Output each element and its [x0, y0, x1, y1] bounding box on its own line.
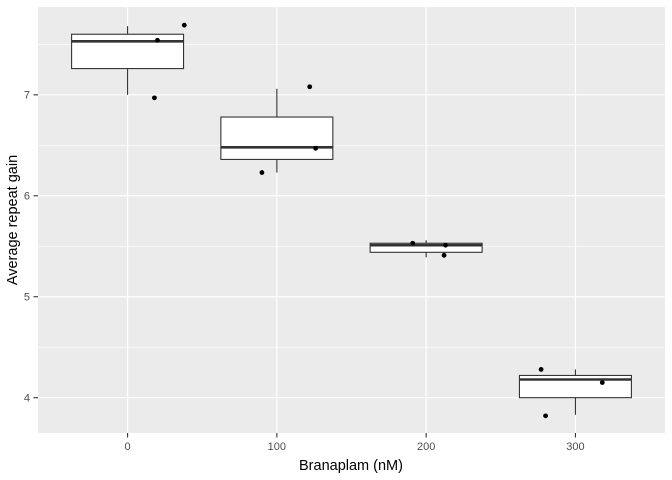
- data-point: [152, 95, 157, 101]
- data-point: [181, 22, 187, 28]
- y-tick-label: 4: [24, 392, 30, 404]
- data-point: [155, 37, 160, 43]
- x-tick-label: 100: [268, 441, 286, 453]
- box: [71, 33, 185, 70]
- data-point: [543, 413, 548, 419]
- y-axis-title: Average repeat gain: [5, 155, 21, 285]
- panel-background: [38, 7, 665, 433]
- y-tick-label: 7: [24, 90, 30, 102]
- box: [220, 116, 334, 160]
- axis-tick-labels: 0 100 200 300 4 5 6 7: [24, 90, 585, 453]
- x-axis-title: Branaplam (nM): [299, 458, 403, 474]
- jitter-points: [152, 22, 605, 419]
- gridlines: [38, 7, 665, 433]
- boxplots: [71, 26, 632, 415]
- axis-tick-marks: [33, 94, 576, 438]
- data-point: [259, 170, 265, 175]
- x-tick-label: 200: [417, 441, 435, 453]
- data-point: [443, 242, 448, 248]
- boxplot-group: [369, 240, 483, 258]
- data-point: [410, 240, 416, 246]
- data-point: [599, 380, 605, 385]
- x-tick-label: 0: [125, 441, 131, 453]
- boxplot-group: [220, 88, 334, 173]
- data-point: [538, 367, 544, 372]
- box: [369, 242, 483, 253]
- data-point: [307, 84, 313, 90]
- data-point: [441, 252, 447, 258]
- x-tick-label: 300: [566, 441, 584, 453]
- y-tick-label: 5: [24, 292, 30, 304]
- y-tick-label: 6: [24, 191, 30, 203]
- boxplot-group: [71, 26, 185, 95]
- data-point: [313, 145, 319, 151]
- panel-layer: [38, 7, 665, 433]
